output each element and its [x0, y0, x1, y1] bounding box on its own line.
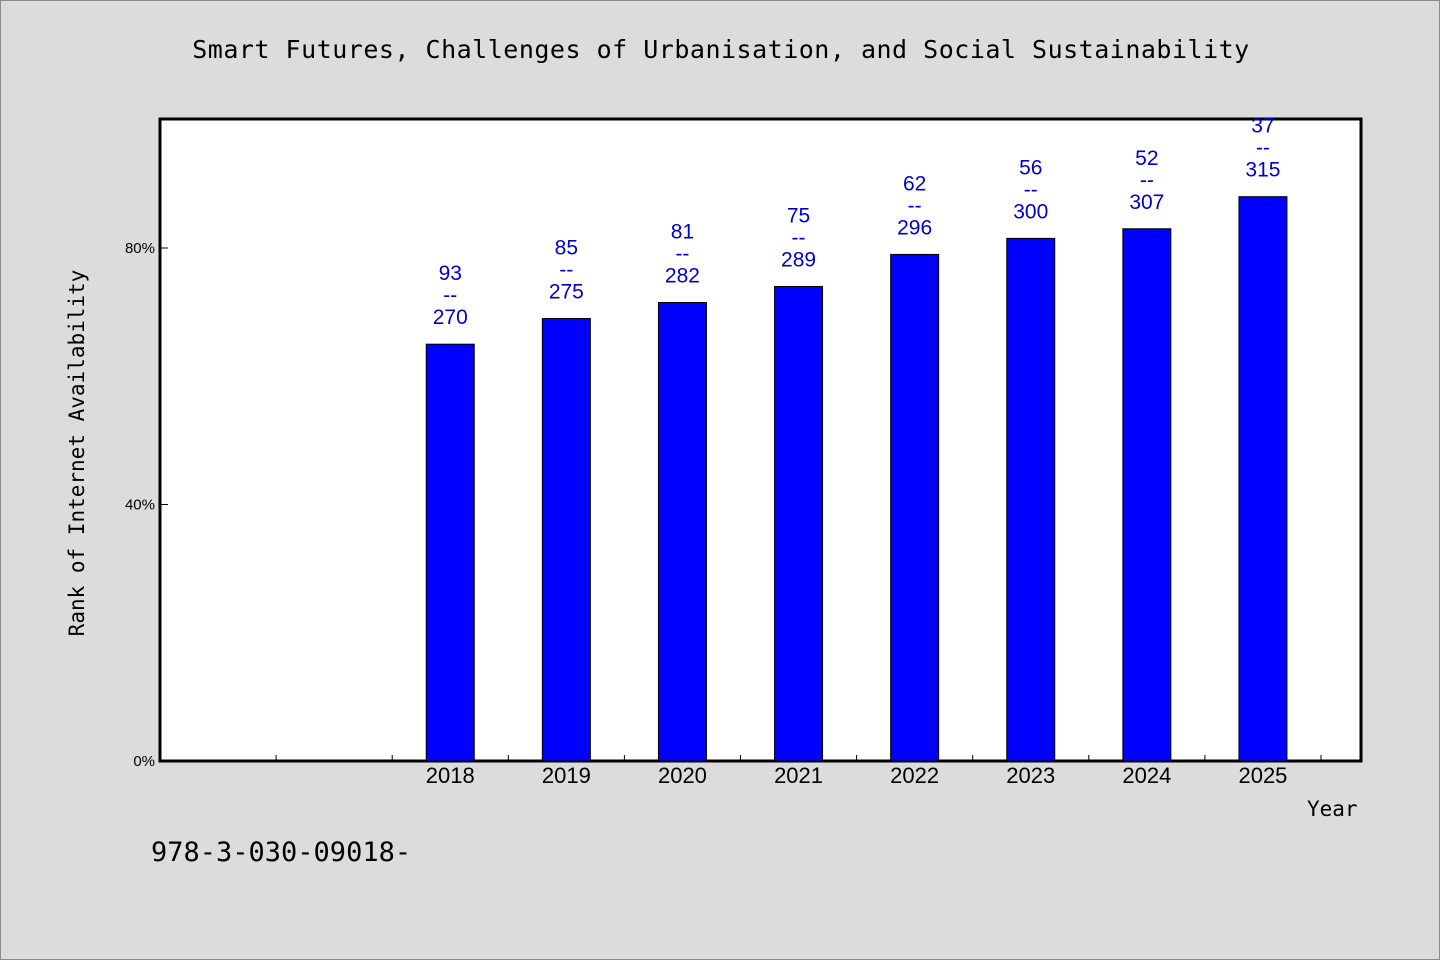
bar-data-label: 62 --296	[897, 172, 932, 239]
chart-title: Smart Futures, Challenges of Urbanisatio…	[192, 35, 1250, 64]
bar	[425, 343, 475, 762]
x-tick-label: 2018	[426, 763, 475, 788]
bar	[1238, 196, 1288, 762]
bar-data-label: 93 --270	[433, 262, 468, 329]
bar	[657, 302, 707, 762]
y-tick-label: 40%	[125, 497, 155, 514]
x-tick-label: 2022	[890, 763, 939, 788]
y-tick-label: 0%	[133, 753, 155, 770]
bar-data-label: 37 --315	[1245, 115, 1280, 182]
x-tick-label: 2023	[1006, 763, 1055, 788]
bar-data-label: 75 --289	[781, 204, 816, 271]
bar-data-label: 81 --282	[665, 221, 700, 288]
x-tick-label: 2025	[1238, 763, 1287, 788]
isbn-text: 978-3-030-09018-	[151, 837, 412, 868]
x-tick-label: 2020	[658, 763, 707, 788]
bar	[890, 253, 940, 762]
bar-data-label: 56 --300	[1013, 156, 1048, 223]
plot-area	[158, 117, 1363, 763]
x-tick-label: 2021	[774, 763, 823, 788]
data-labels: 93 --270 85 --275 81 --282 75 --289 62 --296 56 --3…	[433, 115, 1281, 329]
y-axis: 0% 40% 80%	[125, 240, 168, 770]
bar-data-label: 85 --275	[549, 237, 584, 304]
x-tick-label: 2019	[542, 763, 591, 788]
bar-series	[425, 196, 1288, 762]
bar	[1122, 228, 1172, 762]
x-axis-label: Year	[1307, 797, 1358, 821]
bar	[541, 318, 591, 762]
bar	[1006, 237, 1056, 762]
y-tick-label: 80%	[125, 240, 155, 257]
bar	[774, 285, 824, 762]
x-axis: 2018 2019 2020 2021 2022 2023 2024 2025	[275, 755, 1322, 788]
x-tick-label: 2024	[1122, 763, 1171, 788]
bar-data-label: 52 --307	[1129, 147, 1164, 214]
